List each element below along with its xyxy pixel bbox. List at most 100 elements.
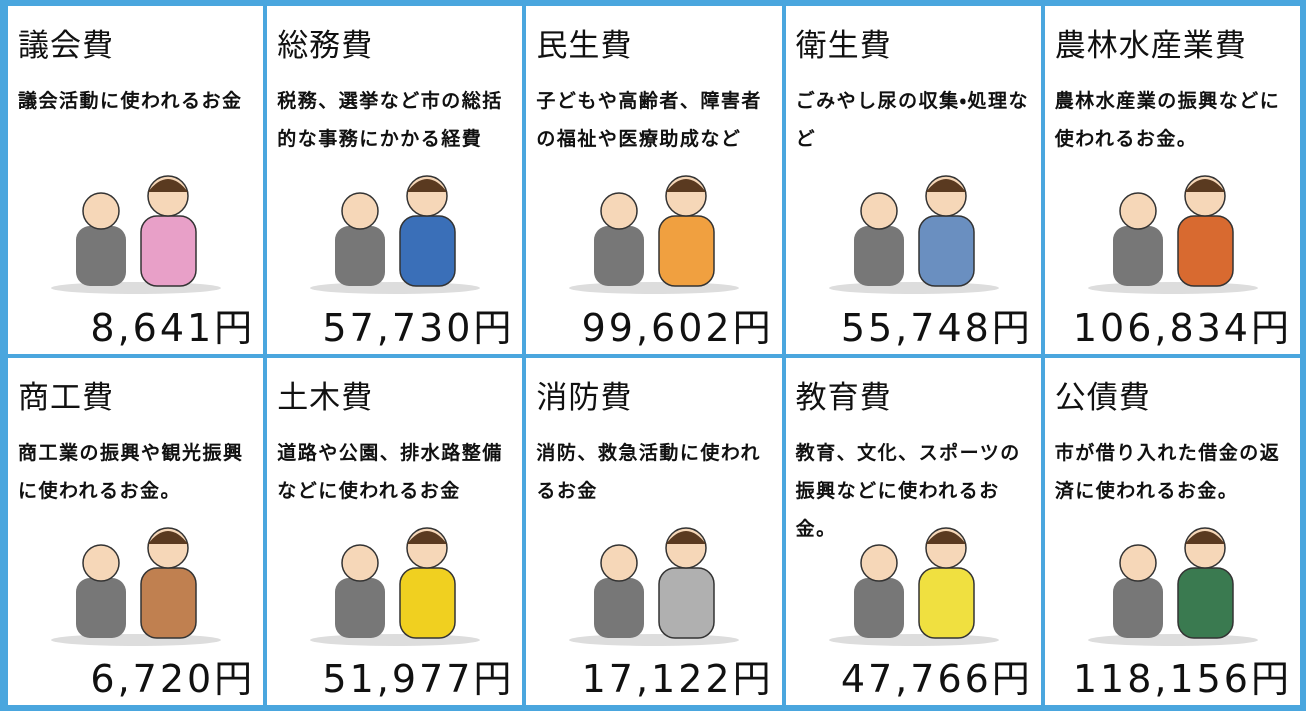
- illustration-part: [569, 282, 740, 294]
- card-amount: 17,122円: [581, 657, 774, 701]
- illustration-part: [859, 192, 898, 230]
- card-amount: 6,720円: [90, 657, 256, 701]
- card-amount: 51,977円: [322, 657, 515, 701]
- illustration-part: [310, 633, 481, 646]
- illustration-part: [1119, 543, 1157, 582]
- card-title: 衛生費: [795, 28, 892, 64]
- illustration-part: [148, 179, 188, 192]
- illustration: [828, 526, 999, 646]
- illustration: [51, 526, 221, 646]
- card-amount: 47,766円: [840, 657, 1033, 701]
- illustration: [569, 175, 740, 294]
- illustration-part: [76, 577, 126, 638]
- illustration-part: [600, 543, 639, 582]
- card-amount: 8,641円: [90, 305, 256, 350]
- card-description: 消防、救急活動に使われるお金: [536, 441, 761, 502]
- card-description: 議会活動に使われるお金: [18, 90, 243, 112]
- illustration-part: [1184, 179, 1225, 192]
- card-description: 道路や公園、排水路整備などに使われるお金: [277, 441, 503, 502]
- illustration: [1087, 175, 1258, 294]
- card: 民生費子どもや高齢者、障害者の福祉や医療助成など 99,602円: [526, 6, 782, 354]
- card-description: ごみやし尿の収集・処理など: [795, 90, 1030, 150]
- card-title: 土木費: [277, 379, 374, 416]
- card-title: 消防費: [536, 379, 633, 416]
- card-description: 税務、選挙など市の総括的な事務にかかる経費: [277, 90, 503, 150]
- illustration: [51, 175, 221, 294]
- illustration-part: [140, 566, 197, 639]
- illustration-part: [335, 226, 386, 286]
- card-description: 商工業の振興や観光振興に使われるお金。: [18, 441, 244, 502]
- illustration-part: [1177, 566, 1234, 639]
- card-description: 農林水産業の振興などに使われるお金。: [1054, 90, 1281, 150]
- illustration-part: [399, 566, 456, 639]
- card-title: 農林水産業費: [1054, 28, 1247, 64]
- illustration-part: [666, 530, 707, 544]
- card-title: 総務費: [277, 28, 374, 64]
- card-amount: 118,156円: [1072, 657, 1292, 701]
- illustration: [569, 526, 740, 646]
- card: 土木費道路や公園、排水路整備などに使われるお金 51,977円: [267, 357, 523, 705]
- illustration-part: [310, 282, 481, 294]
- card-amount: 99,602円: [581, 305, 774, 350]
- illustration-part: [51, 282, 221, 294]
- card: 公債費市が借り入れた借金の返済に使われるお金。 118,156円: [1044, 357, 1300, 705]
- card-amount: 57,730円: [322, 305, 515, 350]
- card: 商工費商工業の振興や観光振興に使われるお金。 6,720円: [8, 357, 264, 705]
- illustration-part: [594, 577, 645, 638]
- illustration-part: [82, 192, 120, 230]
- illustration-part: [341, 543, 379, 582]
- card: 総務費税務、選挙など市の総括的な事務にかかる経費 57,730円: [267, 6, 523, 354]
- illustration-part: [917, 566, 975, 639]
- illustration-part: [399, 215, 456, 287]
- card: 農林水産業費農林水産業の振興などに使われるお金。 106,834円: [1044, 6, 1300, 354]
- illustration-part: [859, 543, 898, 582]
- illustration-part: [925, 179, 966, 192]
- illustration-part: [140, 215, 197, 287]
- illustration-part: [594, 226, 645, 286]
- illustration-part: [925, 530, 966, 544]
- card-amount: 55,748円: [840, 305, 1033, 350]
- illustration-part: [658, 215, 716, 287]
- illustration-part: [853, 226, 904, 286]
- illustration-part: [917, 215, 975, 287]
- illustration-part: [1087, 282, 1258, 294]
- illustration: [828, 175, 999, 294]
- illustration-part: [1177, 215, 1234, 287]
- card-description: 教育、文化、スポーツの振興などに使われるお金。: [795, 441, 1021, 540]
- illustration: [1087, 526, 1258, 646]
- illustration-part: [1112, 577, 1163, 638]
- card: 教育費教育、文化、スポーツの振興などに使われるお金。 47,766円: [785, 357, 1041, 705]
- card-amount: 106,834円: [1072, 305, 1292, 350]
- card-description: 市が借り入れた借金の返済に使われるお金。: [1054, 441, 1281, 502]
- illustration-part: [1184, 530, 1225, 544]
- illustration-part: [407, 530, 448, 544]
- illustration-part: [569, 633, 740, 646]
- illustration-part: [76, 226, 126, 286]
- illustration-part: [335, 577, 386, 638]
- card: 衛生費ごみやし尿の収集・処理など 55,748円: [785, 6, 1041, 354]
- illustration-part: [828, 282, 999, 294]
- illustration-part: [666, 179, 707, 192]
- card-description: 子どもや高齢者、障害者の福祉や医療助成など: [536, 90, 762, 150]
- card-title: 民生費: [536, 28, 633, 64]
- illustration-part: [341, 192, 379, 230]
- card-title: 議会費: [18, 28, 114, 64]
- illustration-part: [658, 566, 716, 639]
- illustration-part: [148, 530, 188, 544]
- illustration-part: [828, 633, 999, 646]
- illustration-part: [82, 543, 120, 582]
- illustration: [310, 526, 481, 646]
- card-title: 教育費: [795, 379, 892, 416]
- illustration-part: [407, 179, 448, 192]
- illustration-part: [853, 577, 904, 638]
- illustration-part: [1087, 633, 1258, 646]
- illustration: [310, 175, 481, 294]
- card: 消防費消防、救急活動に使われるお金 17,122円: [526, 357, 782, 705]
- card-title: 商工費: [18, 379, 114, 416]
- card: 議会費議会活動に使われるお金 8,641円: [8, 6, 264, 354]
- illustration-part: [51, 633, 221, 646]
- card-title: 公債費: [1054, 379, 1151, 416]
- illustration-part: [1112, 226, 1163, 286]
- illustration-part: [1119, 192, 1157, 230]
